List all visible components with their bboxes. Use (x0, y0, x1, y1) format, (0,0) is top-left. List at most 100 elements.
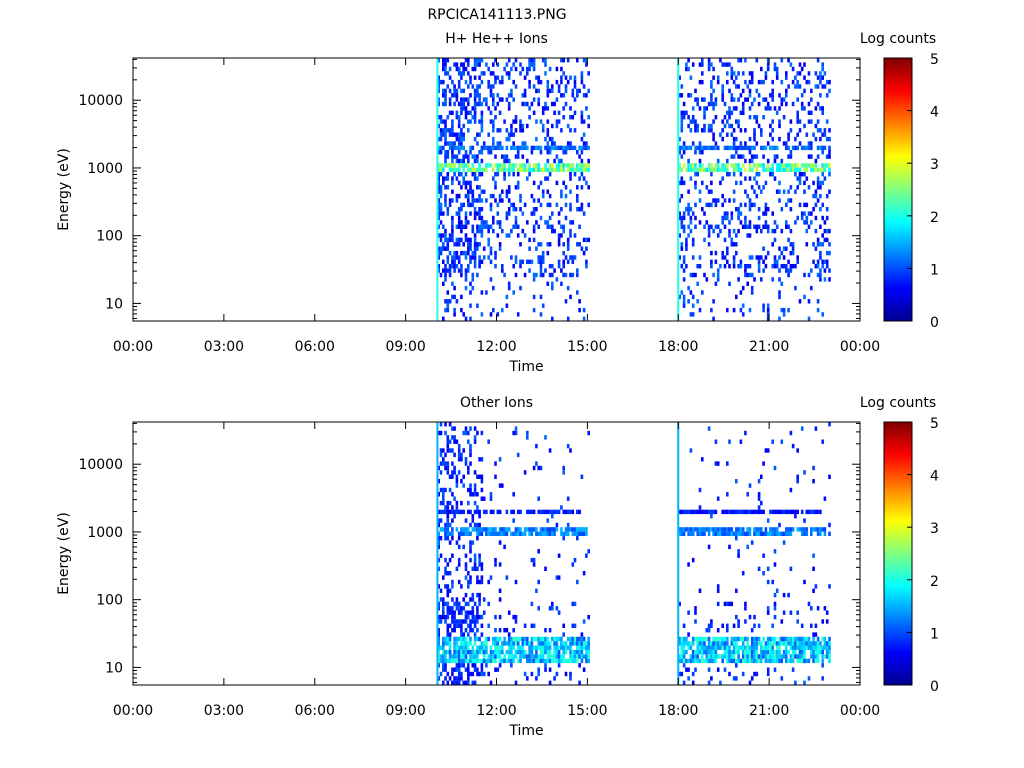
heatmap-cell (828, 584, 831, 589)
heatmap-cell (469, 531, 472, 536)
heatmap-cell (716, 75, 720, 80)
heatmap-cell (735, 531, 738, 536)
heatmap-cell (582, 211, 586, 216)
heatmap-cell (737, 71, 740, 76)
heatmap-cell (773, 531, 777, 536)
heatmap-cell (780, 163, 784, 168)
heatmap-cell (785, 654, 788, 659)
heatmap-vertical-line (677, 422, 680, 685)
heatmap-cell (494, 645, 497, 650)
heatmap-cell (730, 154, 734, 159)
heatmap-cell (800, 211, 804, 216)
heatmap-cell (437, 540, 440, 545)
heatmap-cell (769, 658, 772, 664)
heatmap-cell (555, 145, 559, 151)
heatmap-cell (467, 154, 470, 159)
heatmap-cell (569, 448, 572, 453)
heatmap-cell (794, 167, 797, 172)
heatmap-cell (553, 654, 556, 659)
heatmap-cell (707, 658, 711, 664)
heatmap-cell (803, 294, 806, 300)
heatmap-cell (451, 119, 454, 124)
heatmap-cell (680, 167, 684, 172)
heatmap-cell (476, 93, 479, 98)
heatmap-cell (544, 435, 547, 440)
heatmap-cell (753, 136, 756, 142)
heatmap-cell (492, 307, 495, 313)
heatmap-cell (480, 430, 484, 436)
heatmap-cell (791, 264, 795, 269)
heatmap-cell (762, 307, 765, 313)
heatmap-cell (773, 601, 777, 607)
heatmap-cell (796, 119, 799, 124)
heatmap-cell (526, 527, 529, 532)
heatmap-cell (562, 242, 565, 247)
heatmap-cell (721, 250, 724, 256)
heatmap-cell (680, 215, 684, 221)
heatmap-cell (810, 97, 813, 102)
heatmap-cell (582, 645, 586, 650)
heatmap-cell (812, 645, 815, 650)
heatmap-cell (723, 649, 727, 655)
heatmap-cell (448, 202, 452, 208)
heatmap-cell (544, 167, 547, 172)
heatmap-cell (496, 509, 500, 515)
heatmap-cell (678, 294, 681, 300)
heatmap-cell (446, 632, 450, 637)
heatmap-cell (437, 202, 440, 208)
heatmap-cell (521, 93, 525, 98)
heatmap-cell (437, 606, 440, 611)
heatmap-cell (507, 106, 511, 111)
heatmap-cell (528, 84, 531, 89)
heatmap-cell (744, 202, 747, 208)
heatmap-cell (580, 185, 584, 190)
heatmap-cell (744, 654, 747, 659)
heatmap-cell (696, 123, 699, 129)
heatmap-cell (789, 645, 793, 650)
heatmap-cell (453, 680, 456, 685)
heatmap-cell (471, 250, 475, 256)
heatmap-cell (478, 509, 481, 515)
heatmap-cell (480, 667, 484, 672)
x-tick-label: 15:00 (567, 339, 607, 355)
heatmap-cell (453, 619, 456, 624)
heatmap-cell (573, 557, 577, 563)
heatmap-cell (442, 119, 445, 124)
heatmap-cell (448, 439, 452, 444)
heatmap-cell (757, 268, 761, 273)
heatmap-cell (569, 145, 572, 151)
heatmap-cell (473, 439, 477, 444)
heatmap-cell (569, 167, 572, 172)
heatmap-cell (707, 202, 711, 208)
heatmap-cell (551, 84, 554, 89)
heatmap-cell (810, 606, 813, 611)
heatmap-cell (730, 71, 734, 76)
heatmap-cell (469, 649, 472, 655)
heatmap-cell (732, 649, 736, 655)
heatmap-cell (710, 189, 713, 194)
heatmap-cell (489, 193, 493, 199)
heatmap-cell (791, 101, 795, 107)
heatmap-cell (810, 649, 813, 655)
heatmap-cell (451, 189, 454, 194)
heatmap-cell (437, 619, 440, 624)
heatmap-cell (823, 277, 827, 282)
heatmap-cell (748, 255, 752, 260)
heatmap-cell (532, 658, 536, 664)
y-tick-label: 100 (96, 229, 123, 245)
heatmap-cell (457, 163, 461, 168)
heatmap-cell (723, 163, 727, 168)
heatmap-cell (726, 531, 729, 536)
heatmap-cell (807, 299, 811, 304)
heatmap-cell (732, 242, 736, 247)
heatmap-cell (494, 58, 497, 63)
heatmap-cell (825, 136, 829, 142)
heatmap-cell (555, 79, 559, 85)
heatmap-cell (732, 531, 736, 536)
heatmap-cell (505, 215, 509, 221)
heatmap-cell (496, 636, 500, 642)
heatmap-cell (514, 654, 518, 659)
heatmap-cell (564, 150, 568, 155)
heatmap-cell (539, 242, 543, 247)
heatmap-cell (800, 641, 804, 646)
